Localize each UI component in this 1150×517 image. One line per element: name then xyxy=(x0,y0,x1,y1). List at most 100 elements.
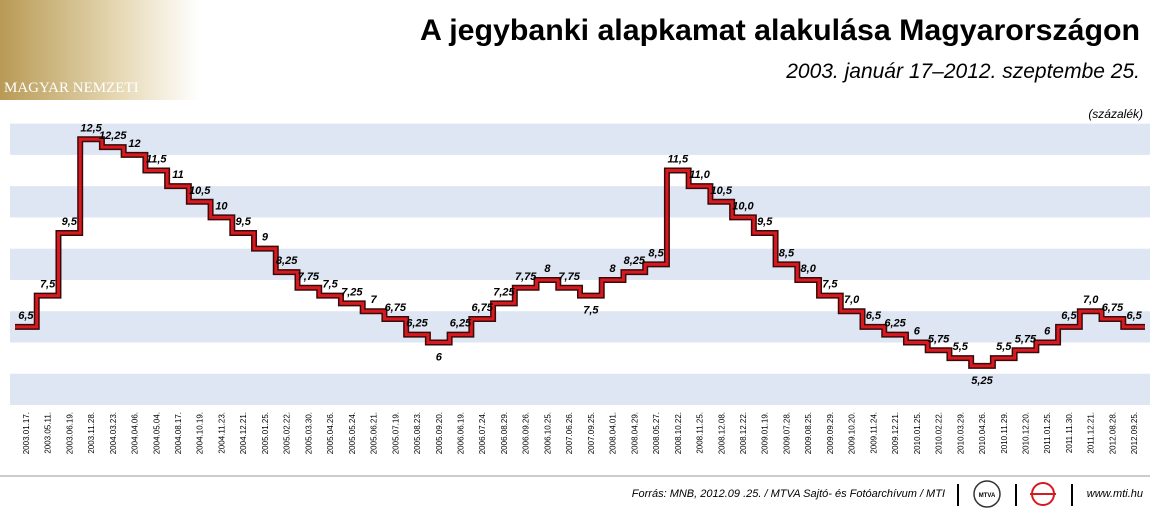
value-label: 8 xyxy=(610,263,617,275)
value-label: 7,5 xyxy=(583,305,599,317)
step-line xyxy=(15,137,1145,368)
value-label: 6,5 xyxy=(1126,310,1142,322)
x-tick-label: 2008.04.29. xyxy=(630,412,639,454)
x-tick-label: 2004.04.06. xyxy=(131,412,140,454)
logo-text: MAGYAR NEMZETI xyxy=(4,80,139,96)
value-label: 5,5 xyxy=(996,341,1012,353)
value-label: 7,75 xyxy=(558,271,580,283)
value-label: 5,25 xyxy=(971,375,993,387)
value-label: 9,5 xyxy=(757,216,773,228)
x-tick-label: 2006.10.25. xyxy=(543,412,552,454)
x-tick-label: 2005.05.24. xyxy=(348,412,357,454)
x-tick-label: 2006.08.29. xyxy=(500,412,509,454)
x-tick-label: 2011.11.30. xyxy=(1065,412,1074,453)
x-tick-label: 2005.03.30. xyxy=(304,412,313,454)
x-tick-label: 2010.11.29. xyxy=(1000,412,1009,454)
value-label: 12 xyxy=(128,138,140,150)
x-tick-label: 2003.06.19. xyxy=(65,412,74,454)
x-tick-label: 2009.10.20. xyxy=(848,412,857,454)
value-label: 6,25 xyxy=(406,318,428,330)
x-tick-label: 2008.04.01. xyxy=(609,412,618,454)
x-tick-label: 2009.11.24. xyxy=(869,412,878,454)
value-label: 8,5 xyxy=(779,247,795,259)
x-tick-label: 2011.01.25. xyxy=(1043,412,1052,454)
logo-background xyxy=(0,0,200,100)
value-label: 10,0 xyxy=(732,200,754,212)
value-label: 5,75 xyxy=(928,333,950,345)
unit-label: (százalék) xyxy=(1088,107,1143,121)
value-label: 10 xyxy=(215,200,228,212)
value-label: 11 xyxy=(172,169,183,181)
x-tick-label: 2005.02.22. xyxy=(283,412,292,454)
band xyxy=(10,373,1150,405)
x-tick-label: 2005.07.19. xyxy=(391,412,400,454)
value-label: 9,5 xyxy=(62,216,78,228)
value-label: 7,5 xyxy=(322,279,338,291)
band xyxy=(10,311,1150,343)
chart-title: A jegybanki alapkamat alakulása Magyaror… xyxy=(420,14,1140,47)
value-label: 11,5 xyxy=(146,154,167,166)
x-tick-label: 2012.09.25. xyxy=(1130,412,1139,454)
value-label: 6,5 xyxy=(18,310,34,322)
value-label: 8,5 xyxy=(648,247,664,259)
x-tick-label: 2004.03.23. xyxy=(109,412,118,454)
value-label: 9 xyxy=(262,232,269,244)
value-label: 5,75 xyxy=(1015,333,1037,345)
chart-subtitle: 2003. január 17–2012. szeptembe 25. xyxy=(785,60,1140,83)
x-tick-label: 2006.09.26. xyxy=(522,412,531,454)
value-label: 5,5 xyxy=(953,341,969,353)
x-tick-label: 2006.07.24. xyxy=(478,412,487,454)
badge xyxy=(973,480,1001,508)
value-label: 7,0 xyxy=(844,294,860,306)
x-tick-label: 2010.01.25. xyxy=(913,412,922,454)
value-label: 7 xyxy=(370,294,377,306)
value-label: 7,75 xyxy=(298,271,320,283)
x-tick-label: 2012.08.28. xyxy=(1108,412,1117,454)
x-tick-label: 2005.04.26. xyxy=(326,412,335,454)
value-label: 9,5 xyxy=(236,216,252,228)
value-label: 6 xyxy=(914,325,921,337)
value-label: 10,5 xyxy=(711,185,733,197)
value-label: 6 xyxy=(436,351,443,363)
value-label: 12,5 xyxy=(80,122,102,134)
x-tick-label: 2007.06.26. xyxy=(565,412,574,454)
value-label: 7,0 xyxy=(1083,294,1099,306)
value-label: 7,75 xyxy=(515,271,537,283)
x-tick-label: 2006.06.19. xyxy=(456,412,465,454)
value-label: 6,25 xyxy=(450,318,472,330)
x-tick-label: 2010.12.20. xyxy=(1021,412,1030,454)
value-label: 6,75 xyxy=(385,302,407,314)
x-tick-label: 2010.03.29. xyxy=(956,412,965,454)
source: Forrás: MNB, 2012.09 .25. / MTVA Sajtó- … xyxy=(632,488,945,500)
x-tick-label: 2003.11.28. xyxy=(87,412,96,454)
badge-text: MTVA xyxy=(979,493,996,499)
x-tick-label: 2004.11.23. xyxy=(217,412,226,454)
x-tick-label: 2009.01.19. xyxy=(761,412,770,454)
value-label: 7,25 xyxy=(493,286,515,298)
value-label: 6 xyxy=(1044,325,1051,337)
x-tick-label: 2008.12.08. xyxy=(717,412,726,454)
x-tick-label: 2008.10.22. xyxy=(674,412,683,454)
x-tick-label: 2005.01.25. xyxy=(261,412,270,454)
x-tick-label: 2009.09.29. xyxy=(826,412,835,454)
value-label: 6,75 xyxy=(1102,302,1124,314)
value-label: 6,25 xyxy=(884,318,906,330)
x-tick-label: 2009.12.21. xyxy=(891,412,900,454)
x-tick-label: 2003.01.17. xyxy=(22,412,31,454)
value-label: 8,25 xyxy=(276,255,298,267)
value-label: 8,25 xyxy=(624,255,646,267)
value-label: 10,5 xyxy=(189,185,211,197)
x-tick-label: 2005.06.21. xyxy=(370,412,379,454)
x-tick-label: 2010.04.26. xyxy=(978,412,987,454)
x-tick-label: 2011.12.21. xyxy=(1087,412,1096,454)
value-label: 6,5 xyxy=(1061,310,1077,322)
x-tick-label: 2005.08.23. xyxy=(413,412,422,454)
value-label: 6,75 xyxy=(472,302,494,314)
x-tick-label: 2004.12.21. xyxy=(239,412,248,454)
x-tick-label: 2003.05.11. xyxy=(44,412,53,454)
value-label: 11,0 xyxy=(689,169,710,181)
band xyxy=(10,123,1150,155)
value-label: 11,5 xyxy=(667,154,688,166)
